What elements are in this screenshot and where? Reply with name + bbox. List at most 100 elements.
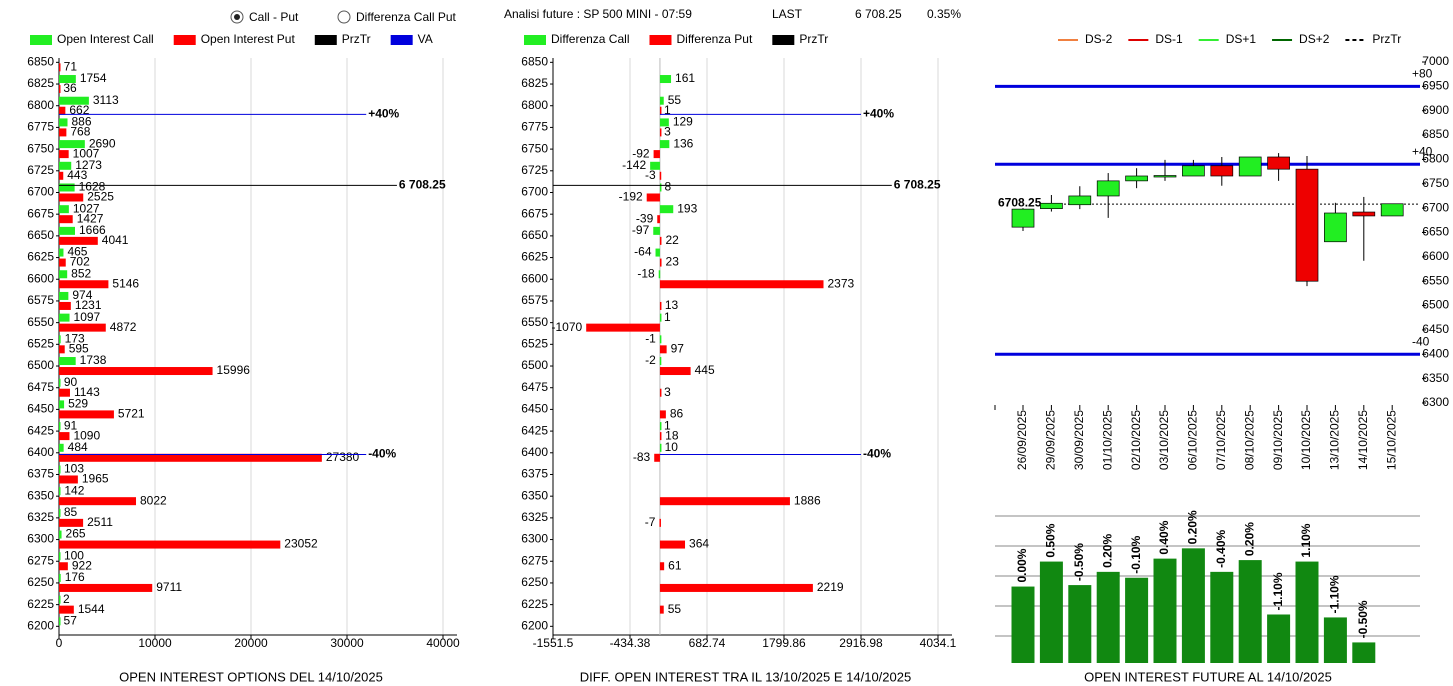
data-label: 97 <box>671 342 685 356</box>
data-label: 55 <box>668 93 682 107</box>
y-tick-label: 6275 <box>521 553 548 567</box>
bar <box>659 301 662 310</box>
last-label: LAST <box>772 7 803 21</box>
bar <box>659 205 674 214</box>
data-label: 86 <box>670 407 684 421</box>
x-tick-label: -434.38 <box>610 636 651 650</box>
bar <box>59 248 64 257</box>
legend-label: DS+2 <box>1299 32 1330 46</box>
y-tick-label: 6300 <box>27 532 54 546</box>
data-label: 1427 <box>77 211 104 225</box>
bar <box>59 280 109 289</box>
legend-label: PrzTr <box>342 32 371 46</box>
data-label: -39 <box>636 211 654 225</box>
data-label: 1628 <box>79 180 106 194</box>
bar <box>59 301 71 310</box>
data-label: 1097 <box>74 310 101 324</box>
bar <box>59 96 89 105</box>
data-label: 2690 <box>89 136 116 150</box>
bar <box>59 75 76 84</box>
x-tick-label: 682.74 <box>689 636 726 650</box>
data-label: 2219 <box>817 580 844 594</box>
bar <box>659 583 813 592</box>
y-tick-label: 6700 <box>27 185 54 199</box>
bar <box>659 432 662 441</box>
legend-label: Differenza Put <box>676 32 752 46</box>
data-label: 193 <box>677 201 697 215</box>
bar-label: 0.50% <box>1044 523 1058 557</box>
bar <box>59 140 85 149</box>
data-label: 2373 <box>828 276 855 290</box>
bar <box>59 85 61 94</box>
x-tick-label: 03/10/2025 <box>1157 410 1171 470</box>
bar <box>659 345 667 354</box>
y-tick-label: 6575 <box>27 293 54 307</box>
y-tick-label: 6675 <box>27 206 54 220</box>
bar <box>59 270 68 279</box>
bar-label: -1.10% <box>1328 575 1342 613</box>
bar <box>59 118 68 127</box>
bar <box>653 150 660 159</box>
y-tick-label: 6400 <box>1422 346 1449 360</box>
bar <box>659 128 662 137</box>
bar <box>1068 585 1092 663</box>
x-tick-label: 02/10/2025 <box>1129 410 1143 470</box>
bar <box>658 270 661 279</box>
legend-label: Differenza Call <box>551 32 629 46</box>
data-label: 2525 <box>87 190 114 204</box>
y-tick-label: 7000 <box>1422 54 1449 68</box>
candle-body <box>1182 165 1205 177</box>
candle-body <box>1125 175 1148 182</box>
data-label: 1 <box>664 418 671 432</box>
bar <box>59 422 61 431</box>
bar <box>650 161 660 170</box>
bar <box>59 63 61 72</box>
bar-label: -0.40% <box>1214 530 1228 568</box>
data-label: 465 <box>67 245 87 259</box>
x-tick-label: 06/10/2025 <box>1186 410 1200 470</box>
bar <box>59 540 281 549</box>
legend-label: VA <box>418 32 433 46</box>
radio-label[interactable]: Call - Put <box>249 10 299 24</box>
data-label: -7 <box>645 515 656 529</box>
data-label: 4041 <box>102 233 129 247</box>
bar <box>59 291 69 300</box>
chart-title: DIFF. OPEN INTEREST TRA IL 13/10/2025 E … <box>580 669 911 684</box>
data-label: 129 <box>673 115 693 129</box>
data-label: 702 <box>70 255 90 269</box>
data-label: -3 <box>645 168 656 182</box>
bar <box>59 410 114 419</box>
bar <box>59 443 64 452</box>
y-tick-label: 6400 <box>27 445 54 459</box>
data-label: -18 <box>637 266 655 280</box>
x-tick-label: 29/09/2025 <box>1044 410 1058 470</box>
data-label: 3 <box>664 385 671 399</box>
bar <box>654 453 660 462</box>
bar <box>59 552 61 561</box>
bar <box>586 323 660 332</box>
data-label: 55 <box>668 602 682 616</box>
data-label: 71 <box>64 60 78 74</box>
y-tick-label: 6775 <box>27 120 54 134</box>
data-label: -1 <box>645 332 656 346</box>
bar <box>59 378 61 387</box>
reference-label: -40% <box>863 447 891 461</box>
radio-label[interactable]: Differenza Call Put <box>356 10 456 24</box>
y-tick-label: 6550 <box>521 315 548 329</box>
data-label: 1754 <box>80 71 107 85</box>
data-label: 142 <box>64 483 84 497</box>
bar <box>659 410 666 419</box>
y-tick-label: 6200 <box>521 618 548 632</box>
y-tick-label: 6775 <box>521 120 548 134</box>
data-label: -83 <box>633 450 651 464</box>
candle-body <box>1011 208 1035 228</box>
data-label: 1090 <box>73 428 100 442</box>
data-label: 886 <box>72 115 92 129</box>
radio[interactable] <box>337 10 351 24</box>
bar-label: -1.10% <box>1271 572 1285 610</box>
data-label: 595 <box>69 342 89 356</box>
header: Call - Put Differenza Call Put Analisi f… <box>230 7 961 24</box>
y-tick-label: 6550 <box>27 315 54 329</box>
candle-body <box>1324 212 1347 243</box>
